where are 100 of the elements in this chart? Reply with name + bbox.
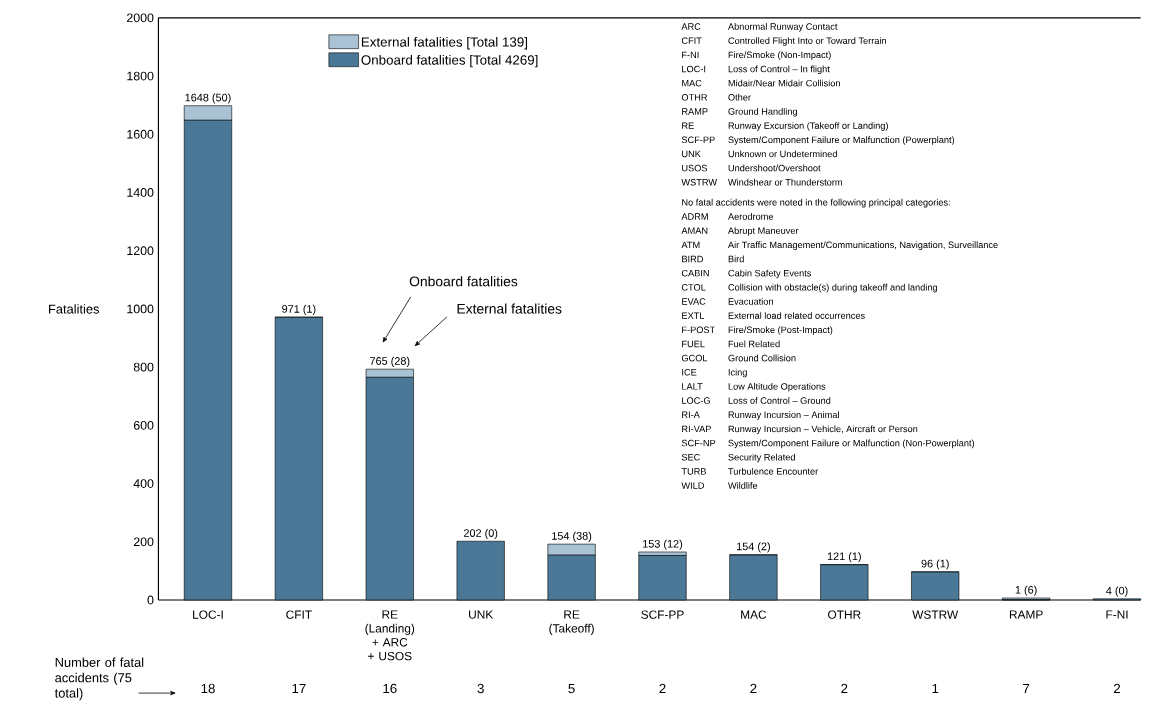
annotation: Air Traffic Management/Communications, Navigation, Surveillance [727,241,998,251]
annotation: CFIT [681,37,702,45]
text: 2 [1113,683,1121,694]
annotation: Fire/Smoke (Non-Impact) [728,51,831,61]
data-label: 4 (0) [1106,586,1128,597]
annotation: F-POST [682,326,715,334]
annotation: UNK [682,150,701,158]
annotation: LOC-I [682,65,706,73]
annotation: RAMP [682,108,708,115]
annotation: Undershoot/Overshoot [728,164,821,172]
annotation: External load related occurrences [728,312,865,319]
annotation: RI-VAP [682,425,711,433]
annotation: Loss of Control – Ground [728,397,831,404]
y-tick-label: 1600 [127,129,154,139]
text: 7 [1023,683,1030,694]
annotation: BIRD [682,255,703,263]
y-tick-label: 800 [133,362,154,372]
annotation: Unknown or Undetermined [728,150,837,158]
x-tick-label: OTHR [828,610,861,619]
annotation: Ground Collision [728,354,796,362]
annotation: OTHR [681,94,708,101]
y-tick-label: 2000 [127,13,154,23]
annotation: Fuel Related [728,340,780,348]
annotation: GCOL [681,354,708,362]
annotation: SCF-PP [681,136,715,144]
annotation: Collision with obstacle(s) during takeoff and landing [728,283,938,293]
y-tick-label: 1800 [127,71,154,81]
annotation: MAC [682,80,702,87]
annotation: Midair/Near Midair Collision [728,79,840,87]
annotation: SEC [681,454,700,461]
annotation: WSTRW [681,179,718,186]
annotation: F-NI [682,51,699,59]
annotation: CTOL [681,284,706,291]
annotation: System/Component Failure or Malfunction (Non-Powerplant) [728,439,975,449]
text: 2 [659,683,666,694]
data-label: 121 (1) [827,552,861,563]
x-tick-label: WSTRW [912,610,959,619]
x-tick-label: SCF-PP [641,610,684,619]
annotation: AMAN [681,227,708,234]
text: 5 [568,683,575,694]
annotation: ARC [681,23,701,30]
data-label: 153 (12) [643,539,683,550]
annotation: Cabin Safety Events [728,269,812,279]
annotation: EXTL [682,312,705,319]
annotation: Icing [728,368,747,378]
annotation: Turbulence Encounter [728,467,819,475]
y-tick-label: 0 [147,595,154,605]
annotation: RE [682,122,694,129]
annotation: Loss of Control – In flight [728,65,830,75]
annotation: Other [728,93,751,101]
text: 2 [841,683,848,694]
data-label: 96 (1) [921,559,949,570]
text: 2 [750,683,757,694]
y-tick-label: 400 [133,479,154,489]
text: 1 [932,683,939,694]
annotation: Runway Excursion (Takeoff or Landing) [728,122,888,131]
text: Number of fatal accidents (75 total) [54,657,144,701]
annotation: Runway Incursion – Vehicle, Aircraft or Person [728,425,918,435]
annotation: Windshear or Thunderstorm [728,178,842,186]
annotation: Runway Incursion – Animal [728,411,839,420]
annotation: ICE [682,369,697,376]
annotation: CABIN [681,270,709,277]
annotation: Bird [728,255,744,263]
annotation: External fatalities [457,303,562,314]
text: 3 [477,683,484,694]
x-tick-label: F-NI [1106,610,1128,619]
x-tick-label: LOC-I [193,610,223,619]
annotation: Onboard fatalities [409,276,518,287]
annotation: WILD [681,482,704,489]
y-tick-label: 1200 [127,246,154,256]
annotation: ADRM [681,213,708,220]
annotation: No fatal accidents were noted in the following principal categories: [682,198,950,208]
annotation: Evacuation [728,298,773,305]
annotation: EVAC [682,298,706,305]
annotation: Abnormal Runway Contact [727,23,838,32]
x-tick-label: RAMP [1009,610,1043,619]
annotation: Fire/Smoke (Post-Impact) [728,326,833,335]
x-tick-label: MAC [741,610,767,619]
text: 17 [292,683,306,694]
annotation: LALT [682,383,703,390]
annotation: Wildlife [728,482,758,489]
text: 16 [383,683,397,694]
data-label: 765 (28) [370,356,410,368]
annotation: Ground Handling [728,108,797,117]
annotation: Controlled Flight Into or Toward Terrain [728,37,886,46]
data-label: 971 (1) [282,304,316,315]
annotation: Abrupt Maneuver [727,227,799,236]
y-tick-label: 200 [133,537,154,547]
y-tick-label: 600 [133,421,154,430]
y-tick-label: 1000 [127,304,154,314]
annotation: RI-A [682,411,700,419]
annotation: ATM [681,241,700,249]
data-label: 1648 (50) [185,93,231,104]
annotation: Security Related [728,453,795,463]
annotation: Low Altitude Operations [728,383,826,392]
y-axis-title: Fatalities [49,304,100,314]
x-tick-label: UNK [469,610,494,619]
text: 18 [201,683,215,694]
annotation: FUEL [682,340,705,348]
data-label: 202 (0) [463,528,498,540]
